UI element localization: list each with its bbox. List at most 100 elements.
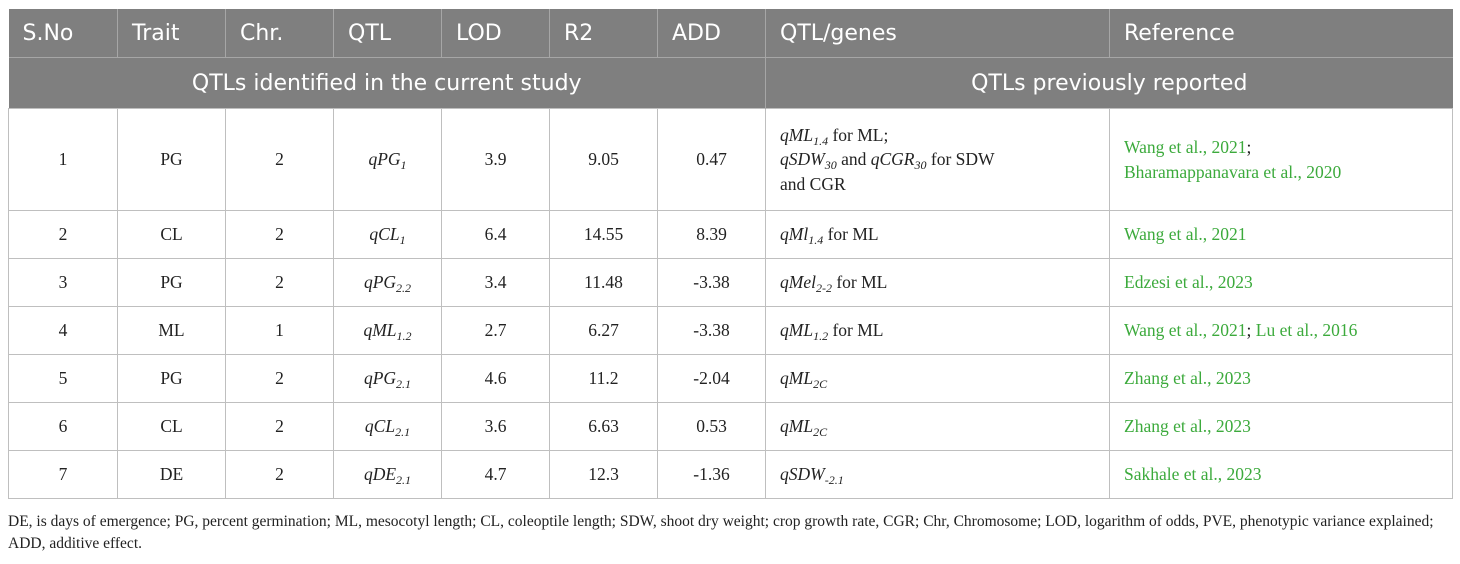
group-previously-reported: QTLs previously reported bbox=[765, 57, 1453, 109]
qtl-table: S.No Trait Chr. QTL LOD R2 ADD QTL/genes… bbox=[8, 9, 1453, 499]
cell-add: -3.38 bbox=[657, 258, 766, 307]
cell-trait: PG bbox=[117, 108, 226, 211]
cell-sno: 7 bbox=[8, 450, 118, 499]
gene-sub: 1.4 bbox=[813, 133, 829, 148]
qtl-base: qML bbox=[363, 320, 397, 341]
cell-add: 0.47 bbox=[657, 108, 766, 211]
header-qtl: QTL bbox=[333, 9, 442, 58]
cell-add: -3.38 bbox=[657, 306, 766, 355]
cell-add: 0.53 bbox=[657, 402, 766, 451]
table-row: 3 PG 2 qPG2.2 3.4 11.48 -3.38 qMel2-2 fo… bbox=[8, 258, 1453, 307]
reference-link[interactable]: Wang et al., 2021 bbox=[1124, 137, 1247, 157]
qtl-name: qPG2.1 bbox=[364, 368, 412, 392]
reference-link[interactable]: Edzesi et al., 2023 bbox=[1124, 272, 1253, 293]
cell-reference: Wang et al., 2021 bbox=[1109, 210, 1453, 259]
gene-base: qSDW bbox=[780, 149, 825, 170]
cell-sno: 4 bbox=[8, 306, 118, 355]
reference-separator: ; bbox=[1246, 320, 1256, 341]
cell-lod: 4.6 bbox=[441, 354, 550, 403]
cell-chr: 1 bbox=[225, 306, 334, 355]
cell-qtl: qCL2.1 bbox=[333, 402, 442, 451]
gene-rest: for ML bbox=[831, 272, 888, 293]
cell-lod: 6.4 bbox=[441, 210, 550, 259]
cell-chr: 2 bbox=[225, 450, 334, 499]
cell-reference: Sakhale et al., 2023 bbox=[1109, 450, 1453, 499]
qtl-sub: 2.1 bbox=[396, 377, 412, 392]
cell-chr: 2 bbox=[225, 108, 334, 211]
gene-base: qML bbox=[780, 320, 814, 341]
gene-rest: for ML bbox=[823, 224, 879, 245]
header-chr: Chr. bbox=[225, 9, 334, 58]
gene-rest: and CGR bbox=[780, 173, 846, 194]
cell-add: -2.04 bbox=[657, 354, 766, 403]
cell-trait: CL bbox=[117, 210, 226, 259]
gene-rest: for SDW bbox=[926, 149, 995, 170]
gene-base: qMel bbox=[780, 272, 816, 293]
cell-r2: 11.2 bbox=[549, 354, 658, 403]
cell-r2: 6.63 bbox=[549, 402, 658, 451]
gene-sub: 30 bbox=[914, 158, 927, 173]
cell-reference: Zhang et al., 2023 bbox=[1109, 402, 1453, 451]
reference-link[interactable]: Zhang et al., 2023 bbox=[1124, 416, 1251, 437]
qtl-sub: 2.2 bbox=[396, 281, 412, 296]
cell-add: 8.39 bbox=[657, 210, 766, 259]
qtl-name: qPG1 bbox=[368, 149, 406, 171]
cell-sno: 3 bbox=[8, 258, 118, 307]
qtl-name: qPG2.2 bbox=[364, 272, 412, 296]
cell-r2: 6.27 bbox=[549, 306, 658, 355]
header-row: S.No Trait Chr. QTL LOD R2 ADD QTL/genes… bbox=[8, 9, 1453, 58]
qtl-name: qCL2.1 bbox=[364, 416, 410, 438]
gene-base: qML bbox=[780, 124, 814, 145]
cell-genes: qML1.2 for ML bbox=[765, 306, 1110, 355]
cell-chr: 2 bbox=[225, 258, 334, 307]
reference-separator: ; bbox=[1246, 137, 1252, 157]
table-row: 7 DE 2 qDE2.1 4.7 12.3 -1.36 qSDW-2.1 Sa… bbox=[8, 450, 1453, 499]
cell-genes: qML2C bbox=[765, 354, 1110, 403]
header-r2: R2 bbox=[549, 9, 658, 58]
qtl-base: qDE bbox=[363, 464, 397, 485]
gene-sub: 2C bbox=[813, 425, 828, 440]
table-footnote: DE, is days of emergence; PG, percent ge… bbox=[8, 513, 1434, 552]
cell-genes: qMel2-2 for ML bbox=[765, 258, 1110, 307]
gene-sub: 1.2 bbox=[813, 329, 829, 344]
gene-sub: 1.4 bbox=[808, 233, 824, 248]
cell-qtl: qCL1 bbox=[333, 210, 442, 259]
reference-link[interactable]: Bharamappanavara et al., 2020 bbox=[1124, 161, 1342, 182]
table-row: 2 CL 2 qCL1 6.4 14.55 8.39 qMl1.4 for ML… bbox=[8, 210, 1453, 259]
cell-r2: 11.48 bbox=[549, 258, 658, 307]
reference-link[interactable]: Sakhale et al., 2023 bbox=[1124, 464, 1262, 485]
cell-lod: 3.6 bbox=[441, 402, 550, 451]
header-sno: S.No bbox=[8, 9, 118, 58]
gene-sub: 30 bbox=[824, 158, 837, 173]
qtl-sub: 1.2 bbox=[396, 329, 412, 344]
cell-r2: 9.05 bbox=[549, 108, 658, 211]
cell-genes: qSDW-2.1 bbox=[765, 450, 1110, 499]
gene-rest: for ML; bbox=[828, 124, 889, 145]
gene-rest: for ML bbox=[828, 320, 884, 341]
qtl-name: qCL1 bbox=[369, 224, 405, 246]
cell-chr: 2 bbox=[225, 354, 334, 403]
qtl-sub: 2.1 bbox=[396, 473, 412, 488]
reference-link[interactable]: Zhang et al., 2023 bbox=[1124, 368, 1251, 389]
cell-reference: Wang et al., 2021; Lu et al., 2016 bbox=[1109, 306, 1453, 355]
cell-reference: Edzesi et al., 2023 bbox=[1109, 258, 1453, 307]
cell-lod: 3.9 bbox=[441, 108, 550, 211]
cell-lod: 4.7 bbox=[441, 450, 550, 499]
cell-chr: 2 bbox=[225, 210, 334, 259]
reference-link[interactable]: Wang et al., 2021 bbox=[1124, 224, 1247, 245]
qtl-base: qCL bbox=[369, 224, 400, 245]
reference-link[interactable]: Wang et al., 2021 bbox=[1124, 320, 1247, 341]
qtl-base: qCL bbox=[364, 416, 396, 437]
gene-base: qML bbox=[780, 368, 814, 389]
cell-trait: PG bbox=[117, 354, 226, 403]
header-qtl-genes: QTL/genes bbox=[765, 9, 1110, 58]
cell-chr: 2 bbox=[225, 402, 334, 451]
header-add: ADD bbox=[657, 9, 766, 58]
cell-genes: qML2C bbox=[765, 402, 1110, 451]
table-row: 5 PG 2 qPG2.1 4.6 11.2 -2.04 qML2C Zhang… bbox=[8, 354, 1453, 403]
cell-trait: DE bbox=[117, 450, 226, 499]
table-row: 6 CL 2 qCL2.1 3.6 6.63 0.53 qML2C Zhang … bbox=[8, 402, 1453, 451]
reference-link[interactable]: Lu et al., 2016 bbox=[1255, 320, 1358, 341]
cell-qtl: qPG2.2 bbox=[333, 258, 442, 307]
cell-lod: 3.4 bbox=[441, 258, 550, 307]
